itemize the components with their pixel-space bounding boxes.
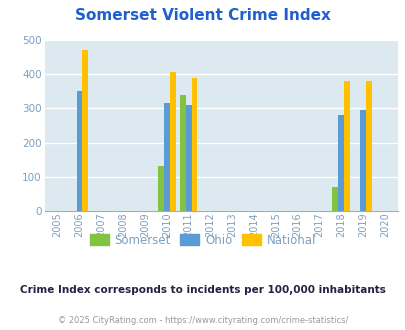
Bar <box>169 72 175 211</box>
Text: Crime Index corresponds to incidents per 100,000 inhabitants: Crime Index corresponds to incidents per… <box>20 285 385 295</box>
Bar <box>185 106 191 211</box>
Bar <box>163 103 169 211</box>
Bar <box>77 91 82 211</box>
Bar <box>158 166 163 211</box>
Text: Somerset Violent Crime Index: Somerset Violent Crime Index <box>75 8 330 23</box>
Text: © 2025 CityRating.com - https://www.cityrating.com/crime-statistics/: © 2025 CityRating.com - https://www.city… <box>58 316 347 325</box>
Bar <box>82 50 88 211</box>
Bar <box>359 110 365 211</box>
Bar <box>337 115 343 211</box>
Bar <box>179 95 185 211</box>
Bar <box>343 81 349 211</box>
Bar <box>191 78 197 211</box>
Legend: Somerset, Ohio, National: Somerset, Ohio, National <box>85 229 320 251</box>
Bar <box>332 187 337 211</box>
Bar <box>365 81 371 211</box>
